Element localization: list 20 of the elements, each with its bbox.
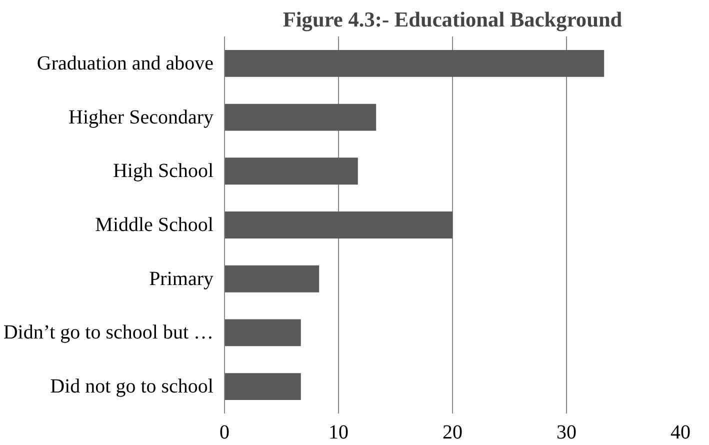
y-tick-label: Middle School (95, 214, 214, 236)
x-tick-label: 0 (220, 422, 230, 444)
y-tick-label: Primary (149, 268, 214, 290)
x-tick-label: 40 (670, 422, 690, 444)
y-tick-label: Did not go to school (50, 376, 214, 398)
chart-title: Figure 4.3:- Educational Background (282, 8, 622, 32)
x-tick-label: 20 (442, 422, 462, 444)
x-tick-label: 10 (328, 422, 348, 444)
y-tick-label: Graduation and above (36, 52, 214, 74)
bar (224, 158, 358, 185)
bar (224, 50, 604, 77)
bar (224, 212, 452, 238)
y-tick-label: Didn’t go to school but … (3, 322, 214, 344)
bar (224, 319, 301, 346)
y-tick-label: High School (112, 160, 214, 182)
bar (224, 373, 301, 400)
x-tick-label: 30 (556, 422, 576, 444)
y-tick-label: Higher Secondary (68, 106, 214, 128)
bar (224, 265, 320, 292)
bar (224, 104, 376, 131)
